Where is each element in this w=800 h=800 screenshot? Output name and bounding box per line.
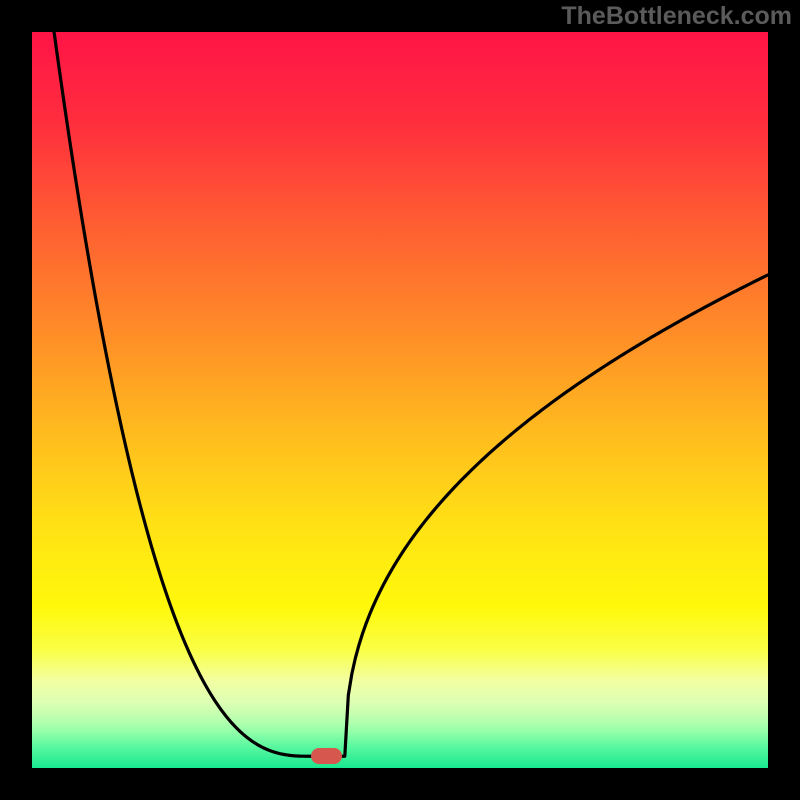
plot-area	[32, 32, 768, 768]
outer-frame: TheBottleneck.com	[0, 0, 800, 800]
optimal-point-marker	[311, 748, 342, 763]
watermark-text: TheBottleneck.com	[561, 2, 792, 31]
bottleneck-curve	[32, 32, 768, 768]
bottleneck-curve-path	[54, 32, 768, 756]
